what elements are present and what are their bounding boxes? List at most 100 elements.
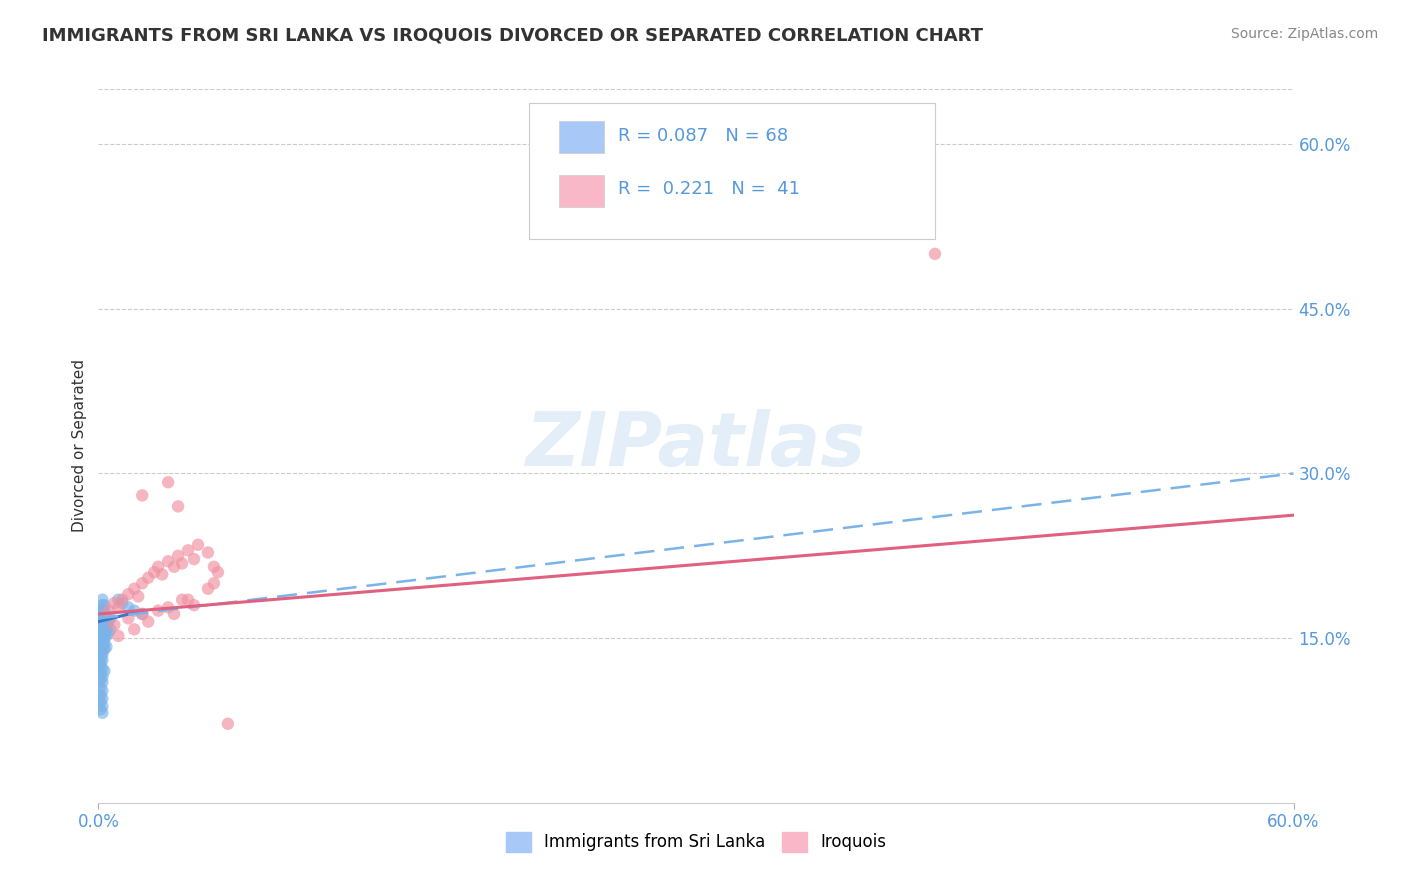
Point: [91, 675, 114, 690]
Point: [91, 691, 114, 706]
Point: [124, 604, 146, 618]
Point: [89, 640, 111, 654]
Point: [91, 644, 114, 658]
Text: Source: ZipAtlas.com: Source: ZipAtlas.com: [1230, 27, 1378, 41]
Point: [89, 611, 111, 625]
Point: [187, 538, 209, 552]
Point: [177, 543, 200, 558]
Text: R =  0.221   N =  41: R = 0.221 N = 41: [619, 180, 800, 198]
Point: [172, 592, 194, 607]
Point: [96, 640, 118, 654]
Point: [91, 653, 114, 667]
Point: [96, 623, 118, 637]
Point: [157, 600, 180, 615]
Point: [89, 655, 111, 669]
Point: [89, 620, 111, 634]
Point: [89, 637, 111, 651]
Point: [183, 598, 205, 612]
Point: [89, 625, 111, 640]
Point: [131, 607, 153, 621]
Point: [103, 618, 125, 632]
Point: [89, 615, 111, 629]
Point: [207, 566, 229, 580]
Text: R = 0.087   N = 68: R = 0.087 N = 68: [619, 127, 789, 145]
Point: [131, 607, 153, 621]
Point: [197, 545, 219, 559]
Point: [197, 582, 219, 596]
Point: [107, 629, 129, 643]
Point: [93, 625, 115, 640]
Point: [89, 695, 111, 709]
Point: [93, 598, 115, 612]
Point: [91, 604, 114, 618]
Text: ZIPatlas: ZIPatlas: [526, 409, 866, 483]
Point: [103, 596, 125, 610]
Point: [172, 557, 194, 571]
Point: [217, 716, 239, 731]
FancyBboxPatch shape: [529, 103, 935, 239]
Point: [150, 567, 173, 582]
Point: [924, 247, 946, 261]
Point: [91, 637, 114, 651]
Point: [163, 559, 186, 574]
Point: [93, 604, 115, 618]
Point: [111, 596, 134, 610]
Point: [93, 615, 115, 629]
Point: [91, 598, 114, 612]
Point: [91, 640, 114, 654]
Point: [91, 629, 114, 643]
Point: [89, 604, 111, 618]
Point: [89, 637, 111, 651]
Point: [202, 576, 225, 591]
Point: [91, 669, 114, 683]
Point: [177, 592, 200, 607]
Point: [117, 587, 139, 601]
Point: [89, 673, 111, 687]
Point: [96, 618, 118, 632]
Point: [124, 623, 146, 637]
Point: [91, 662, 114, 676]
Point: [93, 620, 115, 634]
Text: IMMIGRANTS FROM SRI LANKA VS IROQUOIS DIVORCED OR SEPARATED CORRELATION CHART: IMMIGRANTS FROM SRI LANKA VS IROQUOIS DI…: [42, 27, 983, 45]
Point: [163, 607, 186, 621]
Point: [143, 566, 166, 580]
Point: [91, 706, 114, 720]
Point: [89, 633, 111, 648]
Point: [93, 637, 115, 651]
Point: [98, 623, 122, 637]
Point: [89, 644, 111, 658]
Point: [157, 554, 180, 568]
FancyBboxPatch shape: [558, 175, 605, 207]
Point: [89, 618, 111, 632]
Point: [93, 609, 115, 624]
Point: [111, 592, 134, 607]
Point: [136, 615, 159, 629]
Point: [89, 702, 111, 716]
Point: [93, 664, 115, 678]
Point: [93, 631, 115, 645]
Point: [91, 609, 114, 624]
Point: [91, 592, 114, 607]
Legend: Immigrants from Sri Lanka, Iroquois: Immigrants from Sri Lanka, Iroquois: [499, 825, 893, 859]
Point: [89, 623, 111, 637]
Point: [89, 607, 111, 621]
Y-axis label: Divorced or Separated: Divorced or Separated: [72, 359, 87, 533]
Point: [117, 611, 139, 625]
Point: [96, 629, 118, 643]
Point: [97, 625, 120, 640]
Point: [117, 600, 139, 615]
Point: [107, 600, 129, 615]
Point: [89, 631, 111, 645]
Point: [97, 604, 120, 618]
Point: [96, 611, 118, 625]
Point: [136, 571, 159, 585]
Point: [91, 699, 114, 714]
Point: [107, 592, 129, 607]
Point: [148, 604, 170, 618]
Point: [89, 651, 111, 665]
Point: [167, 500, 190, 514]
Point: [93, 642, 115, 657]
Point: [91, 618, 114, 632]
Point: [89, 681, 111, 695]
Point: [157, 475, 180, 490]
